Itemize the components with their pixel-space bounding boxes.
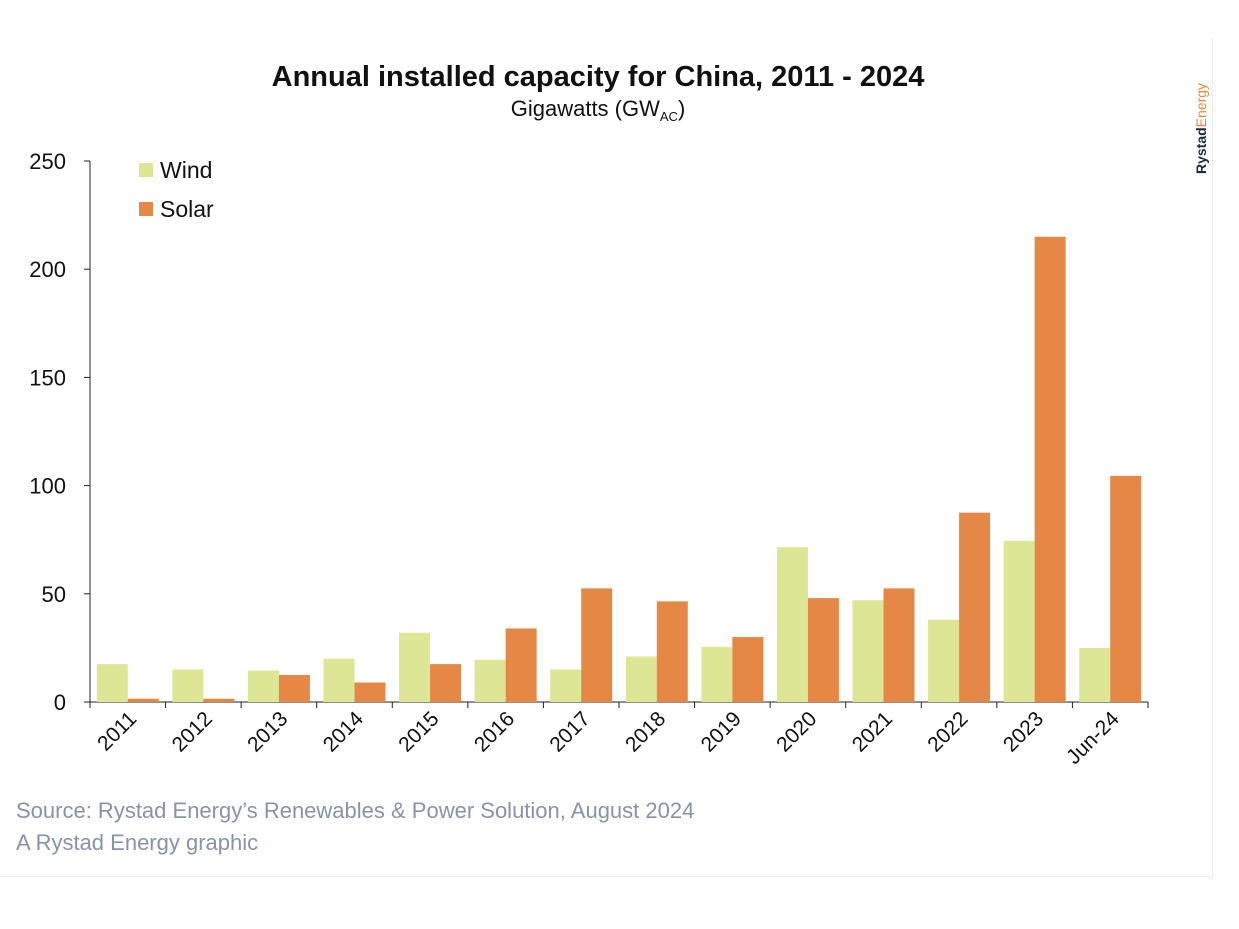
x-tick-label: 2017 (545, 707, 594, 756)
chart-title: Annual installed capacity for China, 201… (272, 61, 925, 93)
x-tick-label: 2016 (470, 707, 519, 756)
x-tick-label: 2018 (621, 707, 670, 756)
x-tick-label: 2013 (243, 707, 292, 756)
x-tick-label: 2022 (923, 707, 972, 756)
bar-wind-2014 (323, 658, 355, 702)
chart-card: Annual installed capacity for China, 201… (0, 38, 1213, 877)
chart-subtitle: Gigawatts (GWAC) (511, 96, 686, 124)
bar-chart: Annual installed capacity for China, 201… (29, 61, 1209, 769)
bar-solar-2016 (505, 628, 537, 702)
bar-wind-2019 (701, 646, 733, 702)
svg-text:RystadEnergy: RystadEnergy (1193, 83, 1209, 174)
bar-solar-2019 (732, 637, 764, 702)
brand-logo-part1: Rystad (1193, 127, 1209, 174)
bar-solar-2022 (959, 512, 991, 702)
bar-solar-2021 (883, 588, 915, 702)
bar-wind-2022 (928, 619, 960, 702)
bar-solar-2014 (354, 682, 386, 702)
bar-wind-2017 (550, 669, 582, 702)
bar-wind-2016 (474, 659, 506, 702)
y-tick-label: 200 (29, 257, 66, 282)
subtitle-end: ) (678, 96, 685, 121)
x-tick-label: 2014 (319, 707, 369, 757)
x-tick-label: 2021 (848, 707, 897, 756)
subtitle-main: Gigawatts (GW (511, 96, 660, 121)
bar-solar-jun-24 (1110, 475, 1142, 702)
y-tick-label: 250 (29, 149, 66, 174)
x-tick-label: 2020 (772, 707, 821, 756)
y-tick-label: 0 (54, 690, 66, 715)
x-tick-label: 2015 (394, 707, 443, 756)
x-tick-label: Jun-24 (1062, 707, 1124, 769)
bar-solar-2023 (1034, 236, 1066, 703)
brand-logo: RystadEnergy (1193, 83, 1209, 174)
bar-wind-2015 (399, 632, 431, 702)
legend-swatch-wind (139, 163, 153, 177)
bar-wind-2011 (96, 664, 128, 702)
y-tick-label: 150 (29, 365, 66, 390)
x-tick-label: 2019 (697, 707, 746, 756)
bar-wind-jun-24 (1079, 647, 1111, 702)
bar-wind-2012 (172, 669, 204, 702)
subtitle-subscript: AC (660, 109, 678, 124)
bar-wind-2020 (776, 547, 808, 702)
legend-label-wind: Wind (160, 157, 212, 183)
bar-wind-2023 (1003, 540, 1035, 702)
brand-logo-part2: Energy (1193, 83, 1209, 127)
bar-wind-2021 (852, 600, 884, 702)
credit-note: A Rystad Energy graphic (16, 830, 259, 855)
bar-solar-2020 (807, 598, 839, 702)
x-tick-label: 2011 (93, 707, 141, 755)
bar-solar-2013 (278, 674, 310, 702)
bar-solar-2018 (656, 601, 688, 702)
bar-solar-2015 (430, 664, 462, 702)
bar-wind-2013 (247, 670, 279, 702)
bar-wind-2018 (625, 656, 657, 702)
bar-solar-2012 (203, 698, 235, 702)
y-tick-label: 50 (42, 582, 66, 607)
x-tick-label: 2023 (999, 707, 1048, 756)
bar-solar-2011 (127, 698, 159, 702)
bar-solar-2017 (581, 588, 613, 702)
source-note: Source: Rystad Energy’s Renewables & Pow… (16, 798, 695, 823)
x-tick-label: 2012 (168, 707, 217, 756)
legend-label-solar: Solar (160, 196, 214, 222)
y-tick-label: 100 (29, 474, 66, 499)
legend-swatch-solar (139, 202, 153, 216)
